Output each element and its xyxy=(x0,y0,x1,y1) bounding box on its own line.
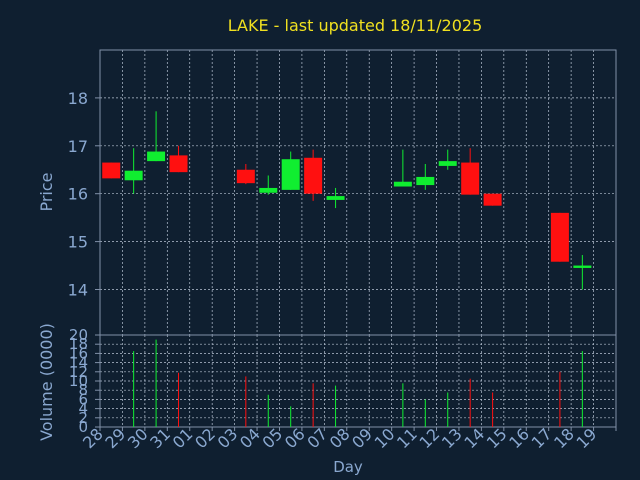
day-axis-ticks: 2829303101020304050607080910111213141516… xyxy=(79,424,617,452)
candle-body-06 xyxy=(304,157,323,194)
volume-axis-label: Volume (0000) xyxy=(37,323,56,441)
volume-tick-label: 4 xyxy=(78,400,88,418)
candle-body-13 xyxy=(461,162,480,195)
volume-gridlines xyxy=(100,335,616,427)
candle-body-04 xyxy=(259,187,278,193)
volume-tick-label: 8 xyxy=(78,381,88,399)
candle-body-05 xyxy=(281,159,300,190)
candlestick-series xyxy=(102,111,592,290)
price-gridlines xyxy=(100,50,616,335)
candle-body-31 xyxy=(169,155,188,173)
volume-tick-label: 2 xyxy=(78,409,88,427)
price-axis-ticks: 14 15 16 17 18 xyxy=(68,89,100,299)
price-tick-label: 15 xyxy=(68,233,88,252)
price-tick-label: 18 xyxy=(68,89,88,108)
volume-tick-label: 14 xyxy=(69,354,88,372)
chart-title: LAKE - last updated 18/11/2025 xyxy=(228,16,483,35)
candle-body-28 xyxy=(102,162,121,179)
candle-body-18 xyxy=(573,265,592,268)
volume-tick-label: 6 xyxy=(78,390,88,408)
volume-tick-label: 0 xyxy=(78,418,88,436)
candle-body-14 xyxy=(483,193,502,206)
price-tick-label: 16 xyxy=(68,185,88,204)
day-axis-label: Day xyxy=(333,458,363,476)
volume-series xyxy=(133,339,583,427)
candle-body-03 xyxy=(236,169,255,184)
volume-tick-label: 10 xyxy=(69,372,88,390)
price-tick-label: 17 xyxy=(68,137,88,156)
price-axis-label: Price xyxy=(37,172,56,211)
candle-body-11 xyxy=(416,176,435,186)
volume-tick-label: 12 xyxy=(69,363,88,381)
volume-tick-label: 18 xyxy=(69,335,88,353)
candle-body-10 xyxy=(393,181,412,187)
candle-body-07 xyxy=(326,196,345,200)
day-tick-label: 19 xyxy=(573,424,601,452)
candle-body-30 xyxy=(147,151,166,162)
price-plot-frame xyxy=(99,49,617,336)
price-tick-label: 14 xyxy=(68,280,88,299)
volume-tick-label: 20 xyxy=(69,326,88,344)
candle-body-12 xyxy=(438,161,457,166)
volume-tick-label: 16 xyxy=(69,344,88,362)
candle-body-17 xyxy=(550,212,569,262)
candle-body-29 xyxy=(124,170,143,181)
